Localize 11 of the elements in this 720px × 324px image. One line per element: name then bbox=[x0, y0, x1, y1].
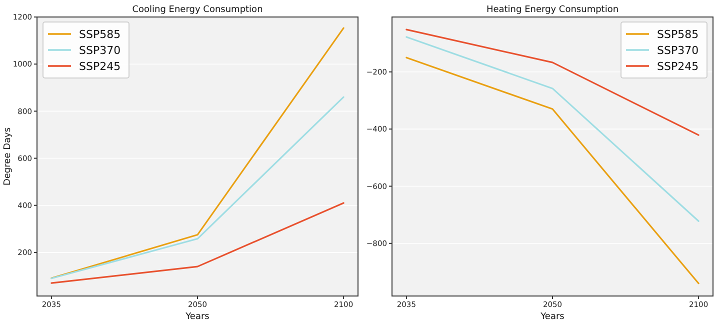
x-axis-title: Years bbox=[540, 312, 565, 322]
legend-label: SSP245 bbox=[657, 60, 699, 73]
chart-title: Heating Energy Consumption bbox=[486, 5, 619, 15]
legend-label: SSP370 bbox=[657, 44, 699, 57]
chart-title: Cooling Energy Consumption bbox=[132, 5, 263, 15]
x-axis-title: Years bbox=[184, 312, 210, 322]
legend-label: SSP585 bbox=[79, 28, 121, 41]
legend-label: SSP245 bbox=[79, 60, 121, 73]
legend-label: SSP370 bbox=[79, 44, 121, 57]
y-axis-title: Degree Days bbox=[3, 127, 13, 186]
legend-label: SSP585 bbox=[657, 28, 699, 41]
